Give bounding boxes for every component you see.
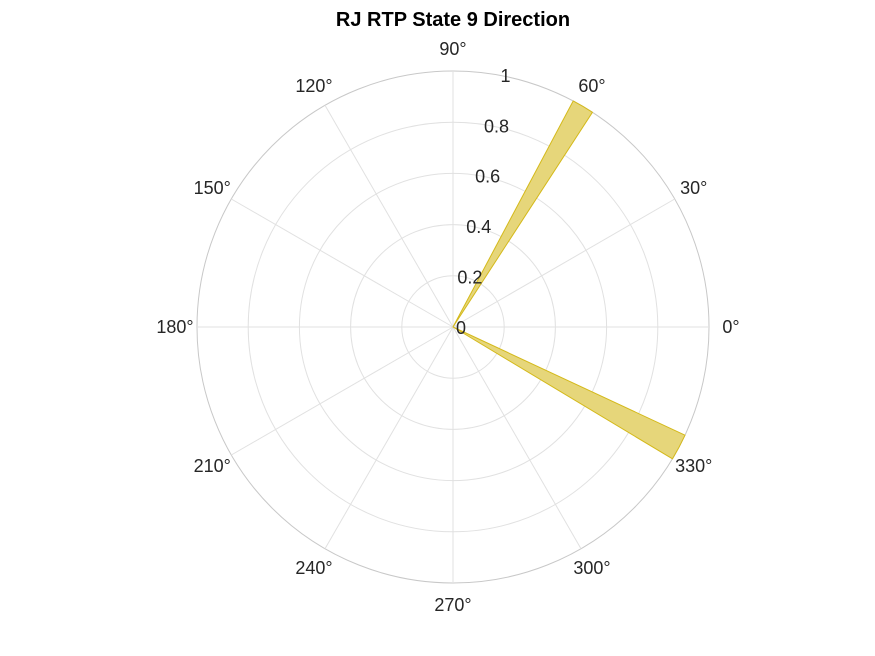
angular-grid-line (324, 326, 454, 549)
radial-tick-label: 0.2 (457, 268, 482, 288)
angle-tick-label: 300° (573, 558, 610, 578)
angular-grid-line (324, 105, 454, 328)
angle-tick-label: 210° (194, 456, 231, 476)
chart-title: RJ RTP State 9 Direction (336, 9, 570, 31)
angle-tick-label: 180° (156, 317, 193, 337)
histogram-bar (452, 326, 686, 460)
angle-tick-label: 60° (578, 76, 605, 96)
radial-tick-label: 0.4 (466, 217, 491, 237)
angular-grid-line (452, 326, 582, 549)
angle-tick-label: 150° (194, 178, 231, 198)
radial-tick-label: 0.8 (484, 116, 509, 136)
radial-tick-label: 0 (456, 318, 466, 338)
angular-grid-line (231, 326, 454, 456)
angle-tick-label: 120° (295, 76, 332, 96)
angle-tick-label: 0° (722, 317, 739, 337)
polar-grid (196, 70, 710, 584)
angle-tick-label: 90° (439, 39, 466, 59)
angular-grid-line (231, 198, 454, 328)
angle-tick-labels: 0° 30° 60° 90° 120° 150° 180° 210° 240° 270° 300° 3… (156, 39, 739, 615)
angle-tick-label: 30° (680, 178, 707, 198)
radial-tick-labels: 0 0.2 0.4 0.6 0.8 1 (456, 66, 510, 338)
radial-tick-label: 1 (500, 66, 510, 86)
angular-grid-line (452, 198, 675, 328)
angle-tick-label: 270° (434, 595, 471, 615)
angle-tick-label: 330° (675, 456, 712, 476)
radial-tick-label: 0.6 (475, 167, 500, 187)
angle-tick-label: 240° (295, 558, 332, 578)
histogram-bars (452, 100, 686, 460)
histogram-bar (452, 100, 593, 328)
